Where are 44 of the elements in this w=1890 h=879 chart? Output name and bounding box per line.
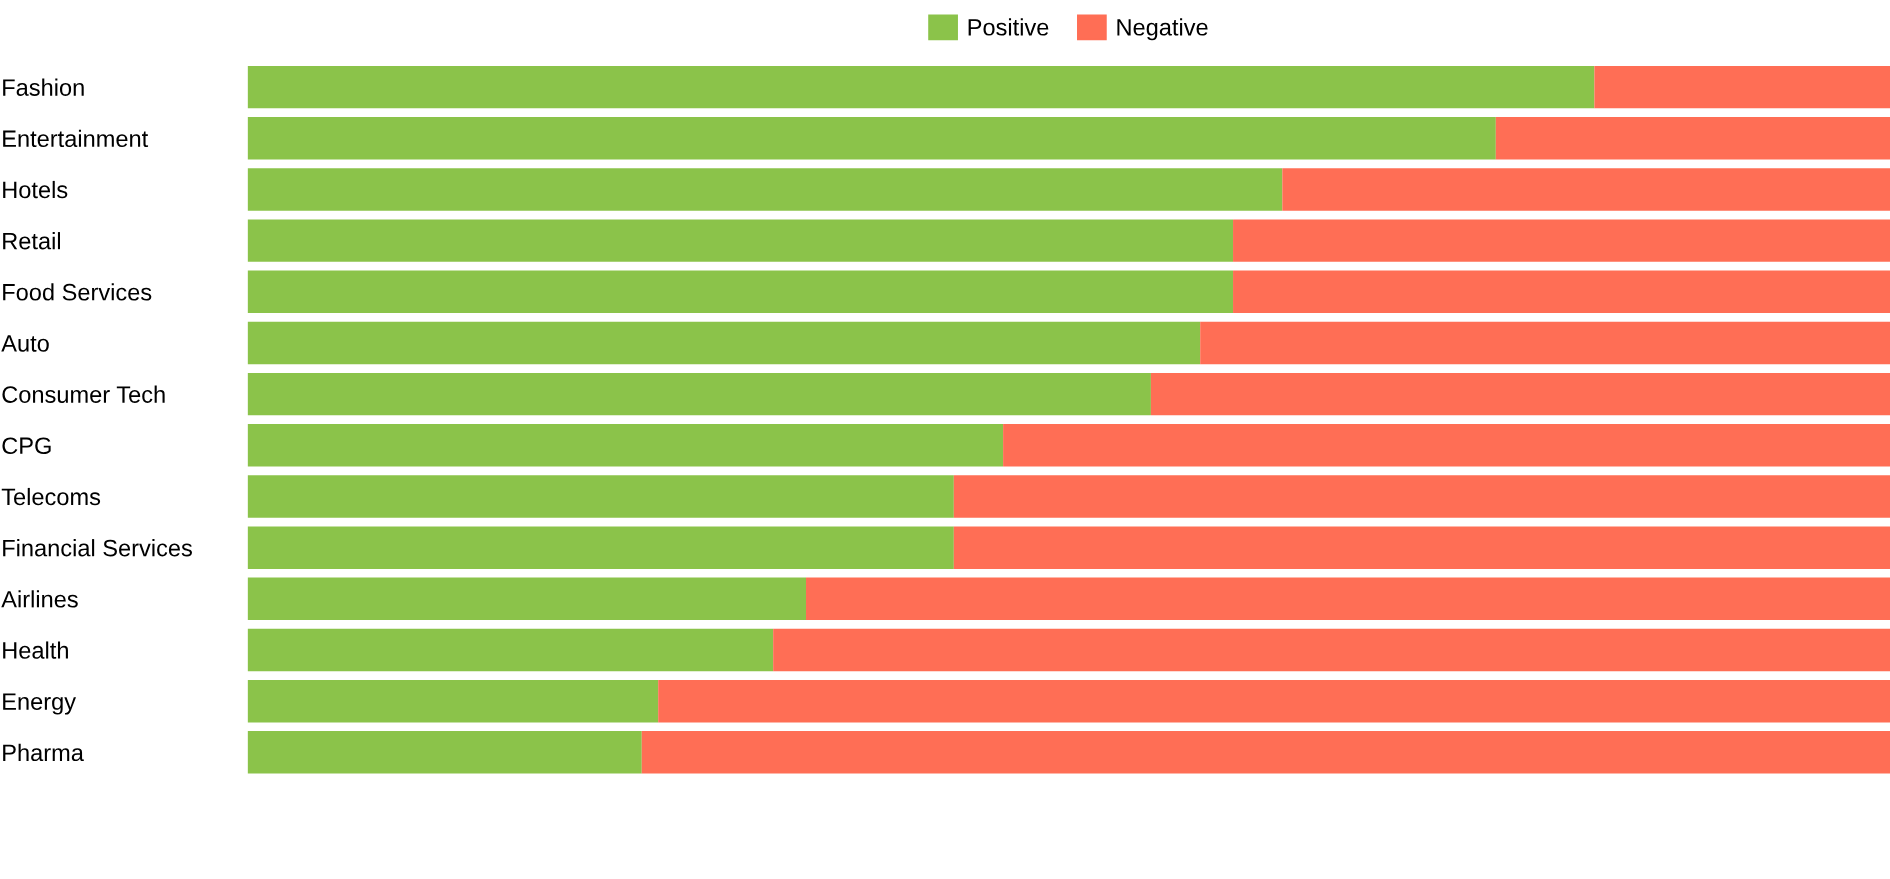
bar <box>247 372 1151 416</box>
bar <box>247 628 774 672</box>
bar <box>1200 321 1890 365</box>
y-tick-label: Telecoms <box>1 487 101 506</box>
bar <box>247 168 1283 211</box>
bar <box>1150 372 1890 416</box>
y-tick-label: Airlines <box>1 590 78 608</box>
bar <box>247 475 954 518</box>
y-tick-label: Health <box>3 641 68 659</box>
bar <box>1003 424 1890 467</box>
bar <box>1233 219 1890 262</box>
bar <box>247 117 1496 160</box>
y-tick-label: Hotels <box>3 180 68 199</box>
bar <box>247 321 1201 365</box>
y-tick-label: Auto <box>1 335 49 352</box>
y-tick-label: Pharma <box>3 743 84 762</box>
bar <box>247 65 1595 109</box>
bar <box>1594 65 1890 109</box>
bar <box>247 679 659 723</box>
y-tick-label: Entertainment <box>3 129 149 148</box>
bar <box>806 577 1890 621</box>
bar <box>1495 117 1890 160</box>
bar <box>641 731 1890 774</box>
y-tick-label: Consumer Tech <box>2 385 165 403</box>
legend-label: Negative <box>1117 18 1208 41</box>
bar <box>953 526 1890 569</box>
bar <box>247 219 1234 262</box>
y-tick-label: Energy <box>3 693 76 715</box>
bar <box>658 679 1890 723</box>
bar <box>773 628 1890 672</box>
bar <box>247 526 954 569</box>
bar <box>247 270 1234 314</box>
bar <box>247 577 807 621</box>
y-tick-label: CPG <box>2 437 51 455</box>
y-tick-label: Food Services <box>3 283 152 301</box>
y-tick-label: Retail <box>3 232 61 250</box>
bar <box>247 424 1004 467</box>
y-tick-label: Fashion <box>3 78 84 96</box>
legend-label: Positive <box>968 18 1049 36</box>
bar <box>953 475 1890 518</box>
y-tick-label: Financial Services <box>3 539 192 557</box>
bar <box>247 731 642 774</box>
bar <box>1282 168 1890 211</box>
bar <box>1233 270 1890 314</box>
